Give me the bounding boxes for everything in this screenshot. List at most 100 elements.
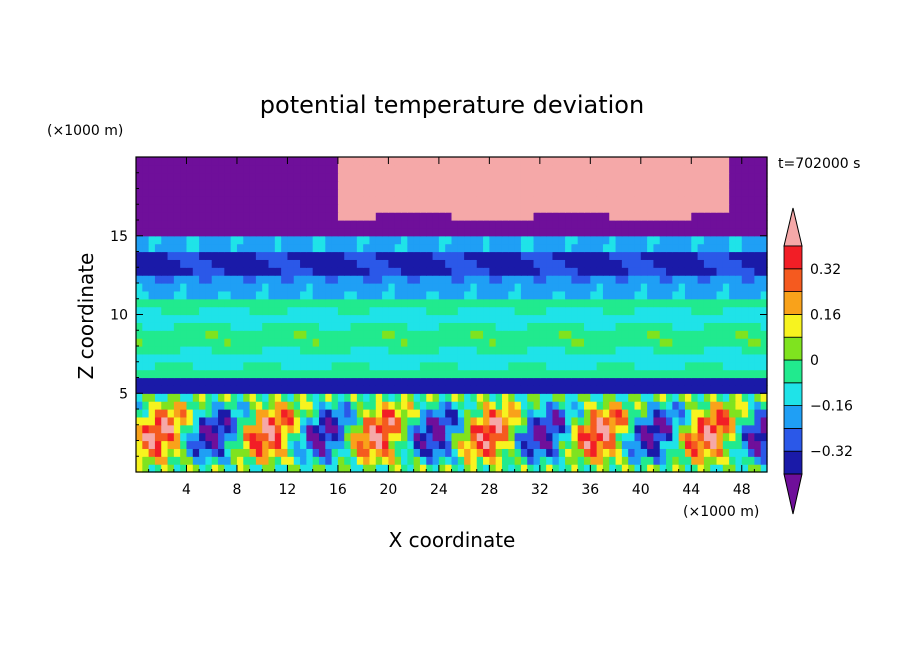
field-cell xyxy=(274,251,282,260)
field-cell xyxy=(236,464,244,473)
field-cell xyxy=(236,432,244,442)
field-cell xyxy=(552,456,560,465)
field-cell xyxy=(729,409,737,418)
field-cell xyxy=(703,290,711,300)
field-cell xyxy=(262,283,270,292)
field-cell xyxy=(186,361,194,371)
field-cell xyxy=(306,424,314,434)
field-cell xyxy=(325,267,333,276)
field-cell xyxy=(678,298,686,308)
field-cell xyxy=(306,259,314,268)
field-cell xyxy=(628,180,636,190)
field-cell xyxy=(609,164,617,174)
field-cell xyxy=(236,267,244,276)
field-cell xyxy=(262,432,270,442)
field-cell xyxy=(300,306,307,316)
field-cell xyxy=(350,290,358,300)
field-cell xyxy=(621,267,629,276)
field-cell xyxy=(268,196,276,205)
field-cell xyxy=(312,409,320,418)
field-cell xyxy=(470,424,478,434)
field-cell xyxy=(615,432,623,442)
field-cell xyxy=(514,346,522,355)
field-cell xyxy=(710,235,718,245)
field-cell xyxy=(369,227,377,237)
field-cell xyxy=(236,393,244,402)
field-cell xyxy=(224,196,232,205)
field-cell xyxy=(173,267,181,276)
field-cell xyxy=(684,448,692,457)
field-cell xyxy=(647,338,655,347)
field-cell xyxy=(300,338,307,347)
field-cell xyxy=(331,464,339,473)
field-cell xyxy=(136,259,143,268)
field-cell xyxy=(255,267,263,276)
field-cell xyxy=(476,306,484,316)
field-cell xyxy=(628,322,636,331)
field-cell xyxy=(312,267,320,276)
field-cell xyxy=(180,416,188,426)
field-cell xyxy=(729,220,737,229)
field-cell xyxy=(262,448,270,457)
field-cell xyxy=(691,204,699,213)
field-cell xyxy=(584,338,591,347)
field-cell xyxy=(596,393,604,402)
field-cell xyxy=(344,267,352,276)
field-cell xyxy=(331,440,339,449)
field-cell xyxy=(483,235,490,245)
field-cell xyxy=(697,369,705,379)
field-cell xyxy=(337,353,345,363)
field-cell xyxy=(318,385,326,394)
field-cell xyxy=(142,164,150,174)
field-cell xyxy=(666,212,673,221)
field-cell xyxy=(483,322,490,331)
field-cell xyxy=(388,338,396,347)
field-cell xyxy=(501,385,509,394)
field-cell xyxy=(571,377,579,386)
field-cell xyxy=(413,157,421,166)
field-cell xyxy=(161,432,169,442)
field-cell xyxy=(161,306,169,316)
field-cell xyxy=(552,432,560,442)
field-cell xyxy=(495,180,503,190)
field-cell xyxy=(748,393,755,402)
field-cell xyxy=(161,164,169,174)
field-cell xyxy=(666,298,673,308)
field-cell xyxy=(300,401,307,410)
field-cell xyxy=(413,432,421,442)
field-cell xyxy=(666,464,673,473)
field-cell xyxy=(729,275,737,284)
field-cell xyxy=(716,464,724,473)
field-cell xyxy=(621,464,629,473)
field-cell xyxy=(274,235,282,245)
field-cell xyxy=(312,330,320,339)
field-cell xyxy=(760,424,768,434)
field-cell xyxy=(281,432,289,442)
field-cell xyxy=(527,196,535,205)
field-cell xyxy=(268,164,276,174)
field-cell xyxy=(470,196,478,205)
field-cell xyxy=(148,251,156,260)
field-cell xyxy=(337,448,345,457)
field-cell xyxy=(735,416,743,426)
field-cell xyxy=(741,346,749,355)
field-cell xyxy=(691,377,699,386)
field-cell xyxy=(249,267,257,276)
field-cell xyxy=(552,290,560,300)
field-cell xyxy=(527,409,535,418)
field-cell xyxy=(748,259,755,268)
field-cell xyxy=(489,290,497,300)
field-cell xyxy=(684,322,692,331)
field-cell xyxy=(514,456,522,465)
field-cell xyxy=(565,322,572,331)
field-cell xyxy=(388,275,396,284)
field-cell xyxy=(375,283,383,292)
field-cell xyxy=(325,456,333,465)
field-cell xyxy=(571,401,579,410)
field-cell xyxy=(571,440,579,449)
field-cell xyxy=(457,196,465,205)
field-cell xyxy=(514,283,522,292)
field-cell xyxy=(180,164,188,174)
field-cell xyxy=(514,157,522,166)
field-cell xyxy=(274,361,282,371)
